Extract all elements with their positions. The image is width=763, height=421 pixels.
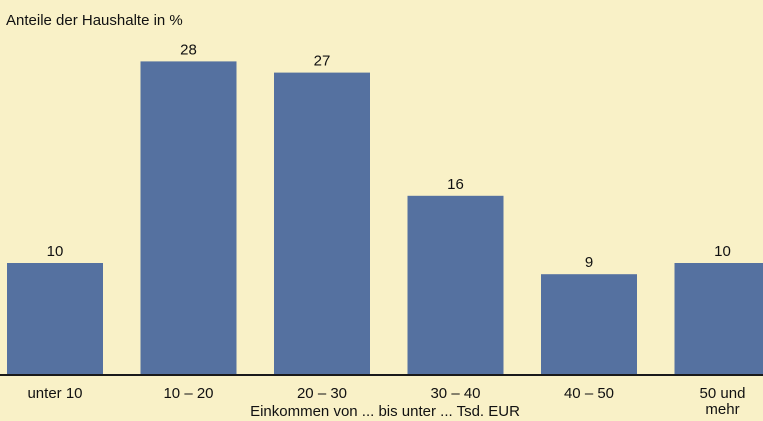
- tick-label-3: 30 – 40: [430, 385, 480, 402]
- tick-label-1: 10 – 20: [163, 385, 213, 402]
- value-label-4: 9: [585, 254, 593, 271]
- bars-group: [7, 61, 763, 376]
- bar-4: [541, 274, 637, 375]
- tick-label-2: 20 – 30: [297, 385, 347, 402]
- tick-label-0: unter 10: [27, 385, 82, 402]
- bar-5: [674, 263, 763, 375]
- value-label-5: 10: [714, 243, 731, 260]
- x-axis-label: Einkommen von ... bis unter ... Tsd. EUR: [250, 403, 520, 420]
- value-labels-group: 10 28 27 16 9 10: [47, 41, 731, 271]
- bar-0: [7, 263, 103, 375]
- value-label-3: 16: [447, 176, 464, 193]
- bar-3: [407, 195, 504, 375]
- value-label-1: 28: [180, 41, 197, 58]
- x-tick-labels-group: unter 10 10 – 20 20 – 30 30 – 40 40 – 50 50 u…: [27, 385, 745, 418]
- value-label-0: 10: [47, 243, 64, 260]
- bar-1: [140, 61, 237, 376]
- y-axis-label: Anteile der Haushalte in %: [6, 12, 183, 29]
- tick-label-5: 50 und mehr: [700, 385, 746, 418]
- tick-label-4: 40 – 50: [564, 385, 614, 402]
- bar-2: [274, 72, 370, 375]
- value-label-2: 27: [314, 53, 331, 70]
